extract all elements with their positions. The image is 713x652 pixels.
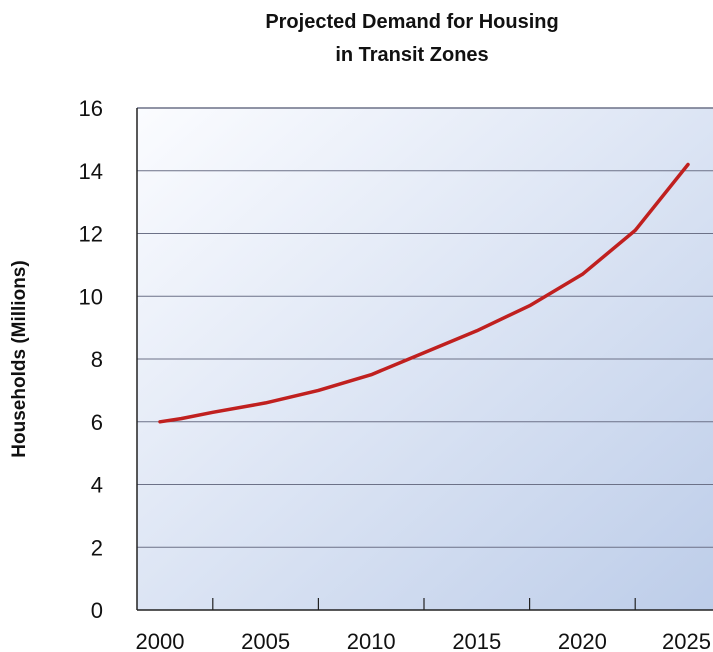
y-tick-label: 0 (91, 598, 103, 623)
x-tick-label: 2015 (452, 629, 501, 652)
y-tick-label: 8 (91, 347, 103, 372)
series-layer (158, 162, 690, 424)
y-tick-label: 14 (79, 159, 103, 184)
y-tick-label: 6 (91, 410, 103, 435)
y-tick-label: 4 (91, 473, 103, 498)
x-tick-label: 2010 (347, 629, 396, 652)
x-tick-label: 2005 (241, 629, 290, 652)
y-tick-label: 12 (79, 222, 103, 247)
x-tick-marks (212, 598, 636, 610)
chart-title-line-1: Projected Demand for Housing (265, 11, 558, 33)
y-tick-label: 2 (91, 535, 103, 560)
chart-title-line-2: in Transit Zones (335, 44, 488, 66)
y-axis-label: Households (Millions) (9, 260, 30, 457)
gridlines (137, 107, 713, 548)
y-tick-labels: 0 2 4 6 8 10 12 14 16 (79, 96, 103, 623)
y-tick-label: 16 (79, 96, 103, 121)
x-tick-label: 2000 (136, 629, 185, 652)
x-tick-label: 2025 (662, 629, 711, 652)
x-tick-labels: 2000 2005 2010 2015 2020 2025 (136, 629, 711, 652)
series-line-0 (158, 162, 690, 424)
y-tick-label: 10 (79, 284, 103, 309)
x-tick-label: 2020 (558, 629, 607, 652)
